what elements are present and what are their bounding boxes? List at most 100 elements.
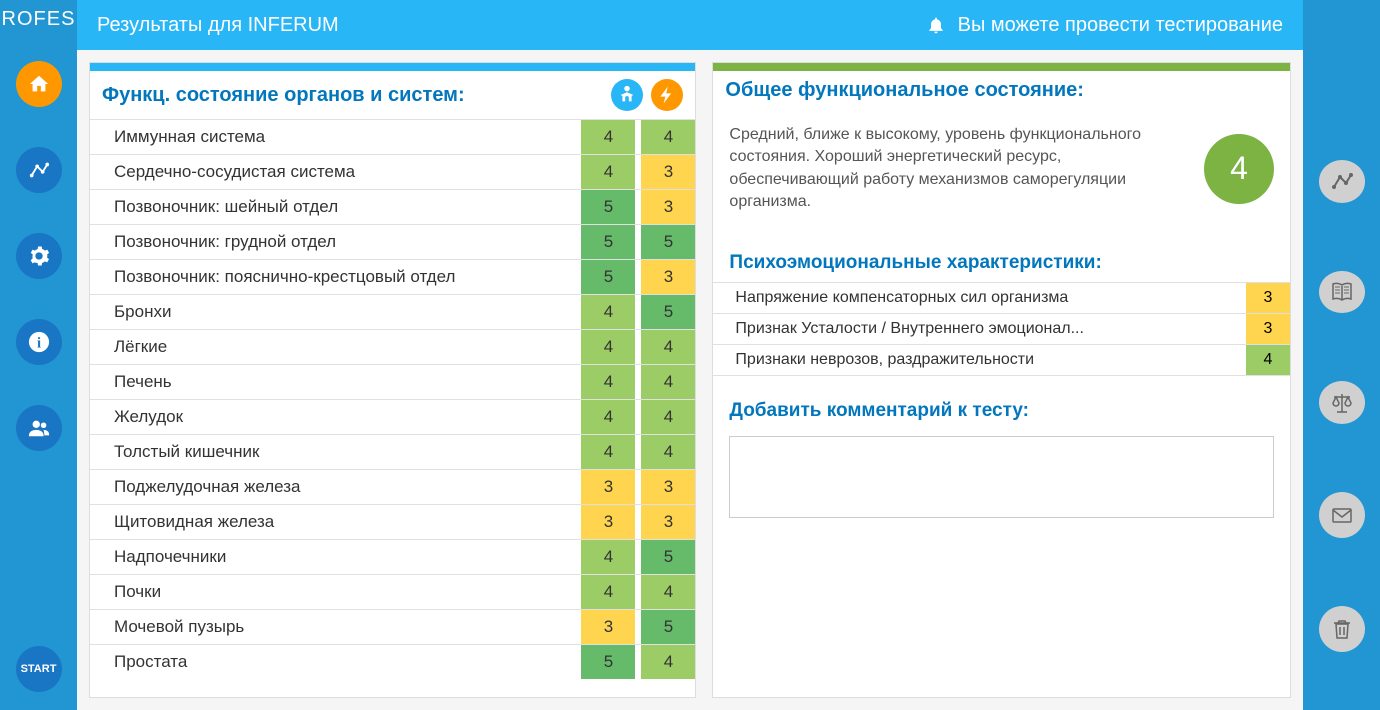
organ-score-b: 3 <box>641 155 695 189</box>
organ-score-a: 4 <box>581 295 635 329</box>
psycho-row[interactable]: Признаки неврозов, раздражительности4 <box>713 344 1290 375</box>
organ-row[interactable]: Поджелудочная железа33 <box>90 469 695 504</box>
trash-icon <box>1330 617 1354 641</box>
organ-label: Надпочечники <box>90 540 575 574</box>
logo: ROFES <box>2 8 76 31</box>
delete-button[interactable] <box>1319 606 1365 652</box>
organ-score-a: 4 <box>581 400 635 434</box>
organ-score-b: 4 <box>641 435 695 469</box>
organ-score-a: 4 <box>581 155 635 189</box>
start-button[interactable]: START <box>16 646 62 692</box>
psycho-score: 3 <box>1246 283 1290 313</box>
overall-header: Общее функциональное состояние: <box>713 71 1290 110</box>
organ-row[interactable]: Печень44 <box>90 364 695 399</box>
psycho-row[interactable]: Признак Усталости / Внутреннего эмоциона… <box>713 313 1290 344</box>
organ-label: Печень <box>90 365 575 399</box>
organ-label: Позвоночник: шейный отдел <box>90 190 575 224</box>
organ-score-a: 4 <box>581 540 635 574</box>
page-title: Результаты для INFERUM <box>97 14 926 37</box>
organ-row[interactable]: Сердечно-сосудистая система43 <box>90 154 695 189</box>
overall-title: Общее функциональное состояние: <box>725 79 1278 102</box>
organ-label: Щитовидная железа <box>90 505 575 539</box>
info-icon: i <box>28 331 50 353</box>
psycho-label: Признаки неврозов, раздражительности <box>713 345 1240 375</box>
summary-panel: Общее функциональное состояние: Средний,… <box>712 62 1291 698</box>
organ-row[interactable]: Бронхи45 <box>90 294 695 329</box>
organ-score-b: 4 <box>641 365 695 399</box>
scales-icon <box>1330 391 1354 415</box>
organ-row[interactable]: Лёгкие44 <box>90 329 695 364</box>
organ-score-a: 3 <box>581 505 635 539</box>
organ-score-b: 4 <box>641 120 695 154</box>
users-button[interactable] <box>16 405 62 451</box>
organ-label: Простата <box>90 645 575 679</box>
organ-score-b: 4 <box>641 575 695 609</box>
organ-row[interactable]: Почки44 <box>90 574 695 609</box>
home-button[interactable] <box>16 61 62 107</box>
panel-stripe-green <box>713 63 1290 71</box>
organ-score-b: 4 <box>641 400 695 434</box>
mail-icon <box>1330 503 1354 527</box>
organ-score-a: 5 <box>581 190 635 224</box>
info-button[interactable]: i <box>16 319 62 365</box>
svg-text:i: i <box>36 336 40 352</box>
organ-score-b: 5 <box>641 225 695 259</box>
organ-row[interactable]: Надпочечники45 <box>90 539 695 574</box>
organ-score-b: 5 <box>641 540 695 574</box>
organ-label: Позвоночник: грудной отдел <box>90 225 575 259</box>
organ-row[interactable]: Иммунная система44 <box>90 119 695 154</box>
organ-score-b: 3 <box>641 260 695 294</box>
organ-score-a: 4 <box>581 365 635 399</box>
organ-score-b: 3 <box>641 190 695 224</box>
mail-button[interactable] <box>1319 492 1365 538</box>
organ-score-a: 5 <box>581 260 635 294</box>
settings-button[interactable] <box>16 233 62 279</box>
organ-score-b: 5 <box>641 295 695 329</box>
organ-label: Поджелудочная железа <box>90 470 575 504</box>
book-button[interactable] <box>1319 271 1365 314</box>
person-col-icon <box>611 79 643 111</box>
organ-row[interactable]: Щитовидная железа33 <box>90 504 695 539</box>
psycho-score: 3 <box>1246 314 1290 344</box>
organ-row[interactable]: Желудок44 <box>90 399 695 434</box>
organ-label: Желудок <box>90 400 575 434</box>
psycho-row[interactable]: Напряжение компенсаторных сил организма3 <box>713 282 1290 313</box>
home-icon <box>28 73 50 95</box>
organ-score-a: 4 <box>581 120 635 154</box>
notification[interactable]: Вы можете провести тестирование <box>926 14 1283 37</box>
organs-panel: Функц. состояние органов и систем: Иммун… <box>89 62 696 698</box>
right-sidebar <box>1303 0 1380 710</box>
organ-row[interactable]: Позвоночник: грудной отдел55 <box>90 224 695 259</box>
psycho-title: Психоэмоциональные характеристики: <box>713 246 1290 282</box>
overall-text: Средний, ближе к высокому, уровень функц… <box>729 124 1184 214</box>
compare-button[interactable] <box>1319 381 1365 424</box>
graph-icon <box>28 159 50 181</box>
organ-score-a: 3 <box>581 610 635 644</box>
organ-score-a: 3 <box>581 470 635 504</box>
organs-title: Функц. состояние органов и систем: <box>102 84 603 107</box>
content: Функц. состояние органов и систем: Иммун… <box>77 50 1303 710</box>
organ-score-a: 5 <box>581 645 635 679</box>
organ-row[interactable]: Толстый кишечник44 <box>90 434 695 469</box>
organ-label: Лёгкие <box>90 330 575 364</box>
right-graph-button[interactable] <box>1319 160 1365 203</box>
graph-button[interactable] <box>16 147 62 193</box>
organ-row[interactable]: Простата54 <box>90 644 695 679</box>
organ-row[interactable]: Позвоночник: пояснично-крестцовый отдел5… <box>90 259 695 294</box>
bell-icon <box>926 15 946 35</box>
users-icon <box>28 417 50 439</box>
organ-row[interactable]: Мочевой пузырь35 <box>90 609 695 644</box>
panel-stripe <box>90 63 695 71</box>
comment-input[interactable] <box>729 436 1274 518</box>
organ-score-a: 4 <box>581 330 635 364</box>
organ-label: Бронхи <box>90 295 575 329</box>
organ-score-b: 3 <box>641 505 695 539</box>
organ-score-a: 4 <box>581 435 635 469</box>
left-sidebar: ROFES i START <box>0 0 77 710</box>
organ-score-b: 3 <box>641 470 695 504</box>
overall-score-badge: 4 <box>1204 134 1274 204</box>
organ-row[interactable]: Позвоночник: шейный отдел53 <box>90 189 695 224</box>
organ-label: Мочевой пузырь <box>90 610 575 644</box>
psycho-label: Признак Усталости / Внутреннего эмоциона… <box>713 314 1240 344</box>
organ-score-b: 4 <box>641 330 695 364</box>
